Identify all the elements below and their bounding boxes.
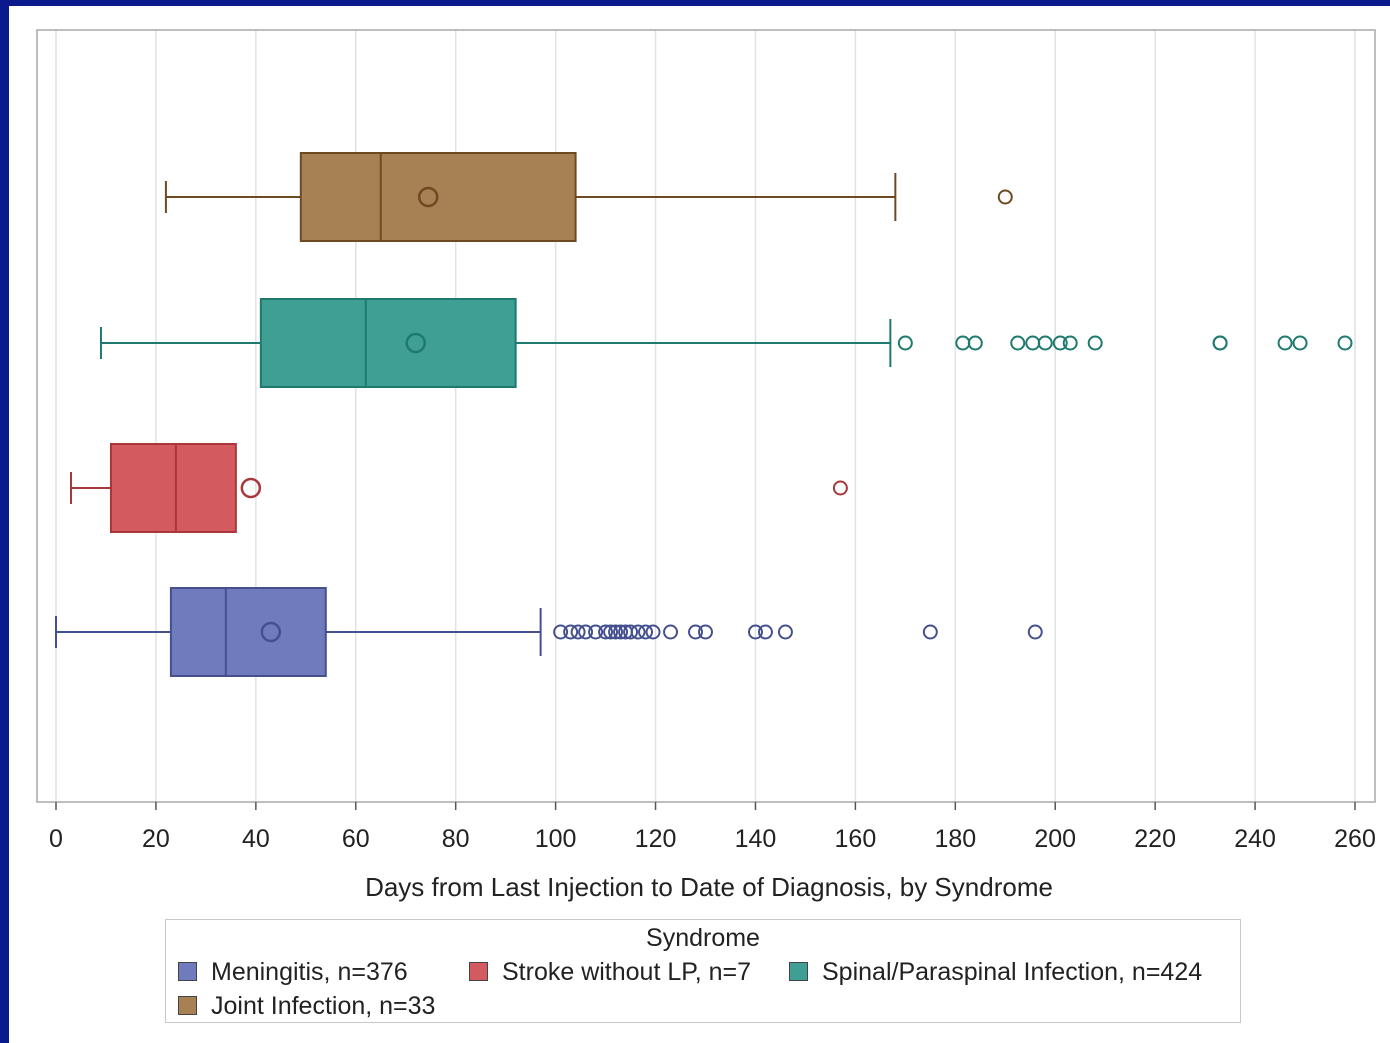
outlier-1-3 [1010,335,1026,351]
outlier-2-0 [832,480,848,496]
legend-label-joint: Joint Infection, n=33 [211,992,436,1020]
outlier-1-13 [1337,335,1353,351]
legend-swatch-meningitis [178,962,197,981]
outlier-1-5 [1037,335,1053,351]
x-tick-label-100: 100 [535,825,577,853]
mean-marker-1 [405,332,426,354]
x-axis: 0 20 40 60 80 100 120 140 160 180 200 220 240 260 [49,802,1376,853]
outlier-1-0 [897,335,913,351]
outlier-1-6 [1052,335,1068,351]
outlier-3-0 [553,624,569,640]
legend: Syndrome Meningitis, n=376 Stroke withou… [165,919,1241,1023]
legend-swatch-joint [178,996,197,1015]
x-tick-label-160: 160 [835,825,877,853]
legend-title: Syndrome [646,924,760,952]
outlier-3-10 [623,624,639,640]
legend-item-meningitis: Meningitis, n=376 [178,958,408,987]
outlier-3-17 [747,624,763,640]
legend-swatch-spinal [789,962,808,981]
x-axis-title: Days from Last Injection to Date of Diag… [365,872,1053,902]
legend-label-stroke: Stroke without LP, n=7 [502,958,752,986]
legend-label-spinal: Spinal/Paraspinal Infection, n=424 [822,958,1203,986]
outlier-3-21 [1027,624,1043,640]
x-tick-label-0: 0 [49,825,63,853]
box-iqr-1 [259,298,517,388]
outlier-3-8 [613,624,629,640]
outlier-3-13 [645,624,661,640]
outlier-3-20 [922,624,938,640]
x-tick-label-180: 180 [934,825,976,853]
outlier-3-12 [638,624,654,640]
mean-marker-3 [260,621,282,643]
x-tick-label-220: 220 [1134,825,1176,853]
legend-item-joint: Joint Infection, n=33 [178,992,435,1021]
x-tick-label-20: 20 [142,825,170,853]
x-tick-label-40: 40 [242,825,270,853]
x-tick-label-240: 240 [1234,825,1276,853]
box-series [55,152,1353,677]
box-group-1 [99,298,1353,388]
outlier-3-1 [563,624,579,640]
legend-item-spinal: Spinal/Paraspinal Infection, n=424 [789,958,1202,987]
legend-swatch-stroke [469,962,488,981]
box-group-0 [164,152,1013,242]
outlier-1-10 [1212,335,1228,351]
chart-frame: 0 20 40 60 80 100 120 140 160 180 200 220 240 260 Day… [9,6,1390,1043]
gridlines [55,30,1356,802]
outlier-3-15 [688,624,704,640]
outlier-3-5 [598,624,614,640]
outlier-3-18 [757,624,773,640]
legend-item-stroke: Stroke without LP, n=7 [469,958,751,987]
outlier-3-4 [588,624,604,640]
mean-marker-2 [240,477,262,499]
box-group-3 [55,587,1043,677]
outlier-3-16 [698,624,713,640]
outlier-1-12 [1292,335,1308,351]
outlier-1-2 [967,335,983,351]
x-tick-label-200: 200 [1034,825,1076,853]
box-iqr-3 [169,587,327,677]
x-tick-label-120: 120 [635,825,677,853]
mean-marker-0 [417,186,439,208]
outlier-3-11 [630,624,646,640]
boxplot-chart: 0 20 40 60 80 100 120 140 160 180 200 220 240 260 Day… [36,29,1376,902]
outlier-3-3 [578,624,594,640]
outlier-1-1 [955,335,971,351]
outlier-1-11 [1277,335,1293,351]
outlier-3-2 [570,624,586,640]
outlier-0-0 [997,189,1013,205]
outlier-3-7 [608,624,624,640]
outlier-1-4 [1025,335,1041,351]
outlier-3-19 [777,624,793,640]
x-tick-label-260: 260 [1334,825,1376,853]
box-iqr-2 [109,443,237,533]
outlier-1-8 [1087,335,1103,351]
box-group-2 [69,443,848,533]
plot-area-border [36,29,1376,803]
legend-label-meningitis: Meningitis, n=376 [211,958,408,986]
outlier-3-6 [603,624,619,640]
x-tick-label-60: 60 [342,825,370,853]
outlier-3-14 [663,624,679,640]
x-tick-label-80: 80 [442,825,470,853]
x-tick-label-140: 140 [735,825,777,853]
outlier-1-7 [1062,335,1078,351]
